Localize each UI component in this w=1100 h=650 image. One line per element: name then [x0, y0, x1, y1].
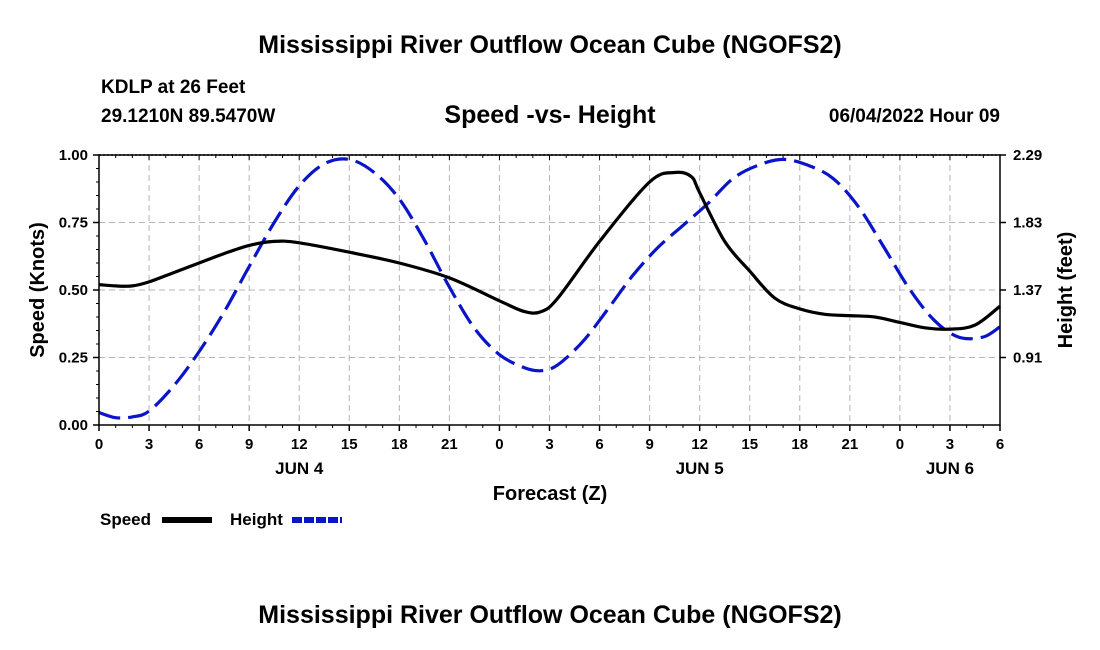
- x-tick-label: 3: [946, 436, 954, 453]
- chart-subtitle: Speed -vs- Height: [444, 101, 656, 129]
- y-tick-label: 0.25: [59, 350, 88, 367]
- x-tick-label: 3: [145, 436, 153, 453]
- y-tick-label: 0.75: [59, 215, 88, 232]
- y2-tick-label: 0.91: [1013, 350, 1042, 367]
- x-tick-label: 21: [441, 436, 458, 453]
- legend-speed-label: Speed: [100, 510, 151, 529]
- y-tick-label: 1.00: [59, 147, 88, 164]
- x-tick-label: 21: [841, 436, 858, 453]
- y2-tick-label: 1.37: [1013, 282, 1042, 299]
- x-tick-label: 3: [545, 436, 553, 453]
- height-series-line: [98, 157, 1001, 420]
- x-tick-label: 12: [691, 436, 708, 453]
- station-coordinates: 29.1210N 89.5470W: [101, 106, 276, 127]
- y2-tick-label: 2.29: [1013, 147, 1042, 164]
- day-label: JUN 6: [926, 459, 974, 478]
- x-tick-label: 9: [245, 436, 253, 453]
- legend-height-label: Height: [230, 510, 283, 529]
- y-tick-label: 0.00: [59, 417, 88, 434]
- x-tick-label: 6: [996, 436, 1004, 453]
- x-tick-label: 15: [341, 436, 358, 453]
- x-tick-label: 0: [896, 436, 904, 453]
- x-axis-label: Forecast (Z): [493, 483, 607, 505]
- day-label: JUN 4: [275, 459, 324, 478]
- x-tick-label: 9: [645, 436, 653, 453]
- main-title: Mississippi River Outflow Ocean Cube (NG…: [258, 31, 842, 59]
- series-layer: [98, 157, 1001, 420]
- y-axis-label: Speed (Knots): [27, 222, 49, 358]
- x-tick-label: 18: [791, 436, 808, 453]
- legend: Speed Height: [100, 510, 342, 529]
- station-label: KDLP at 26 Feet: [101, 77, 246, 98]
- y2-tick-label: 1.83: [1013, 215, 1042, 232]
- y2-axis-label: Height (feet): [1055, 232, 1077, 349]
- x-tick-label: 15: [741, 436, 758, 453]
- grid: [99, 155, 1000, 425]
- x-tick-label: 18: [391, 436, 408, 453]
- x-tick-label: 6: [195, 436, 203, 453]
- speed-series-line: [98, 170, 1001, 331]
- x-tick-label: 0: [95, 436, 103, 453]
- x-tick-label: 6: [595, 436, 603, 453]
- forecast-datetime: 06/04/2022 Hour 09: [828, 106, 1000, 127]
- y-tick-label: 0.50: [59, 282, 88, 299]
- day-label: JUN 5: [676, 459, 724, 478]
- speed-height-chart: 0 3 6 9 12 15 18 21 0 3 6 9 12 15 18 21 0 3 6 JUN 4 JUN 5 JUN…: [27, 147, 1077, 529]
- x-tick-label: 0: [495, 436, 503, 453]
- ticks: 0 3 6 9 12 15 18 21 0 3 6 9 12 15 18 21 0 3 6 JUN 4 JUN 5 JUN…: [59, 147, 1042, 478]
- footer-title: Mississippi River Outflow Ocean Cube (NG…: [258, 601, 842, 629]
- x-tick-label: 12: [291, 436, 308, 453]
